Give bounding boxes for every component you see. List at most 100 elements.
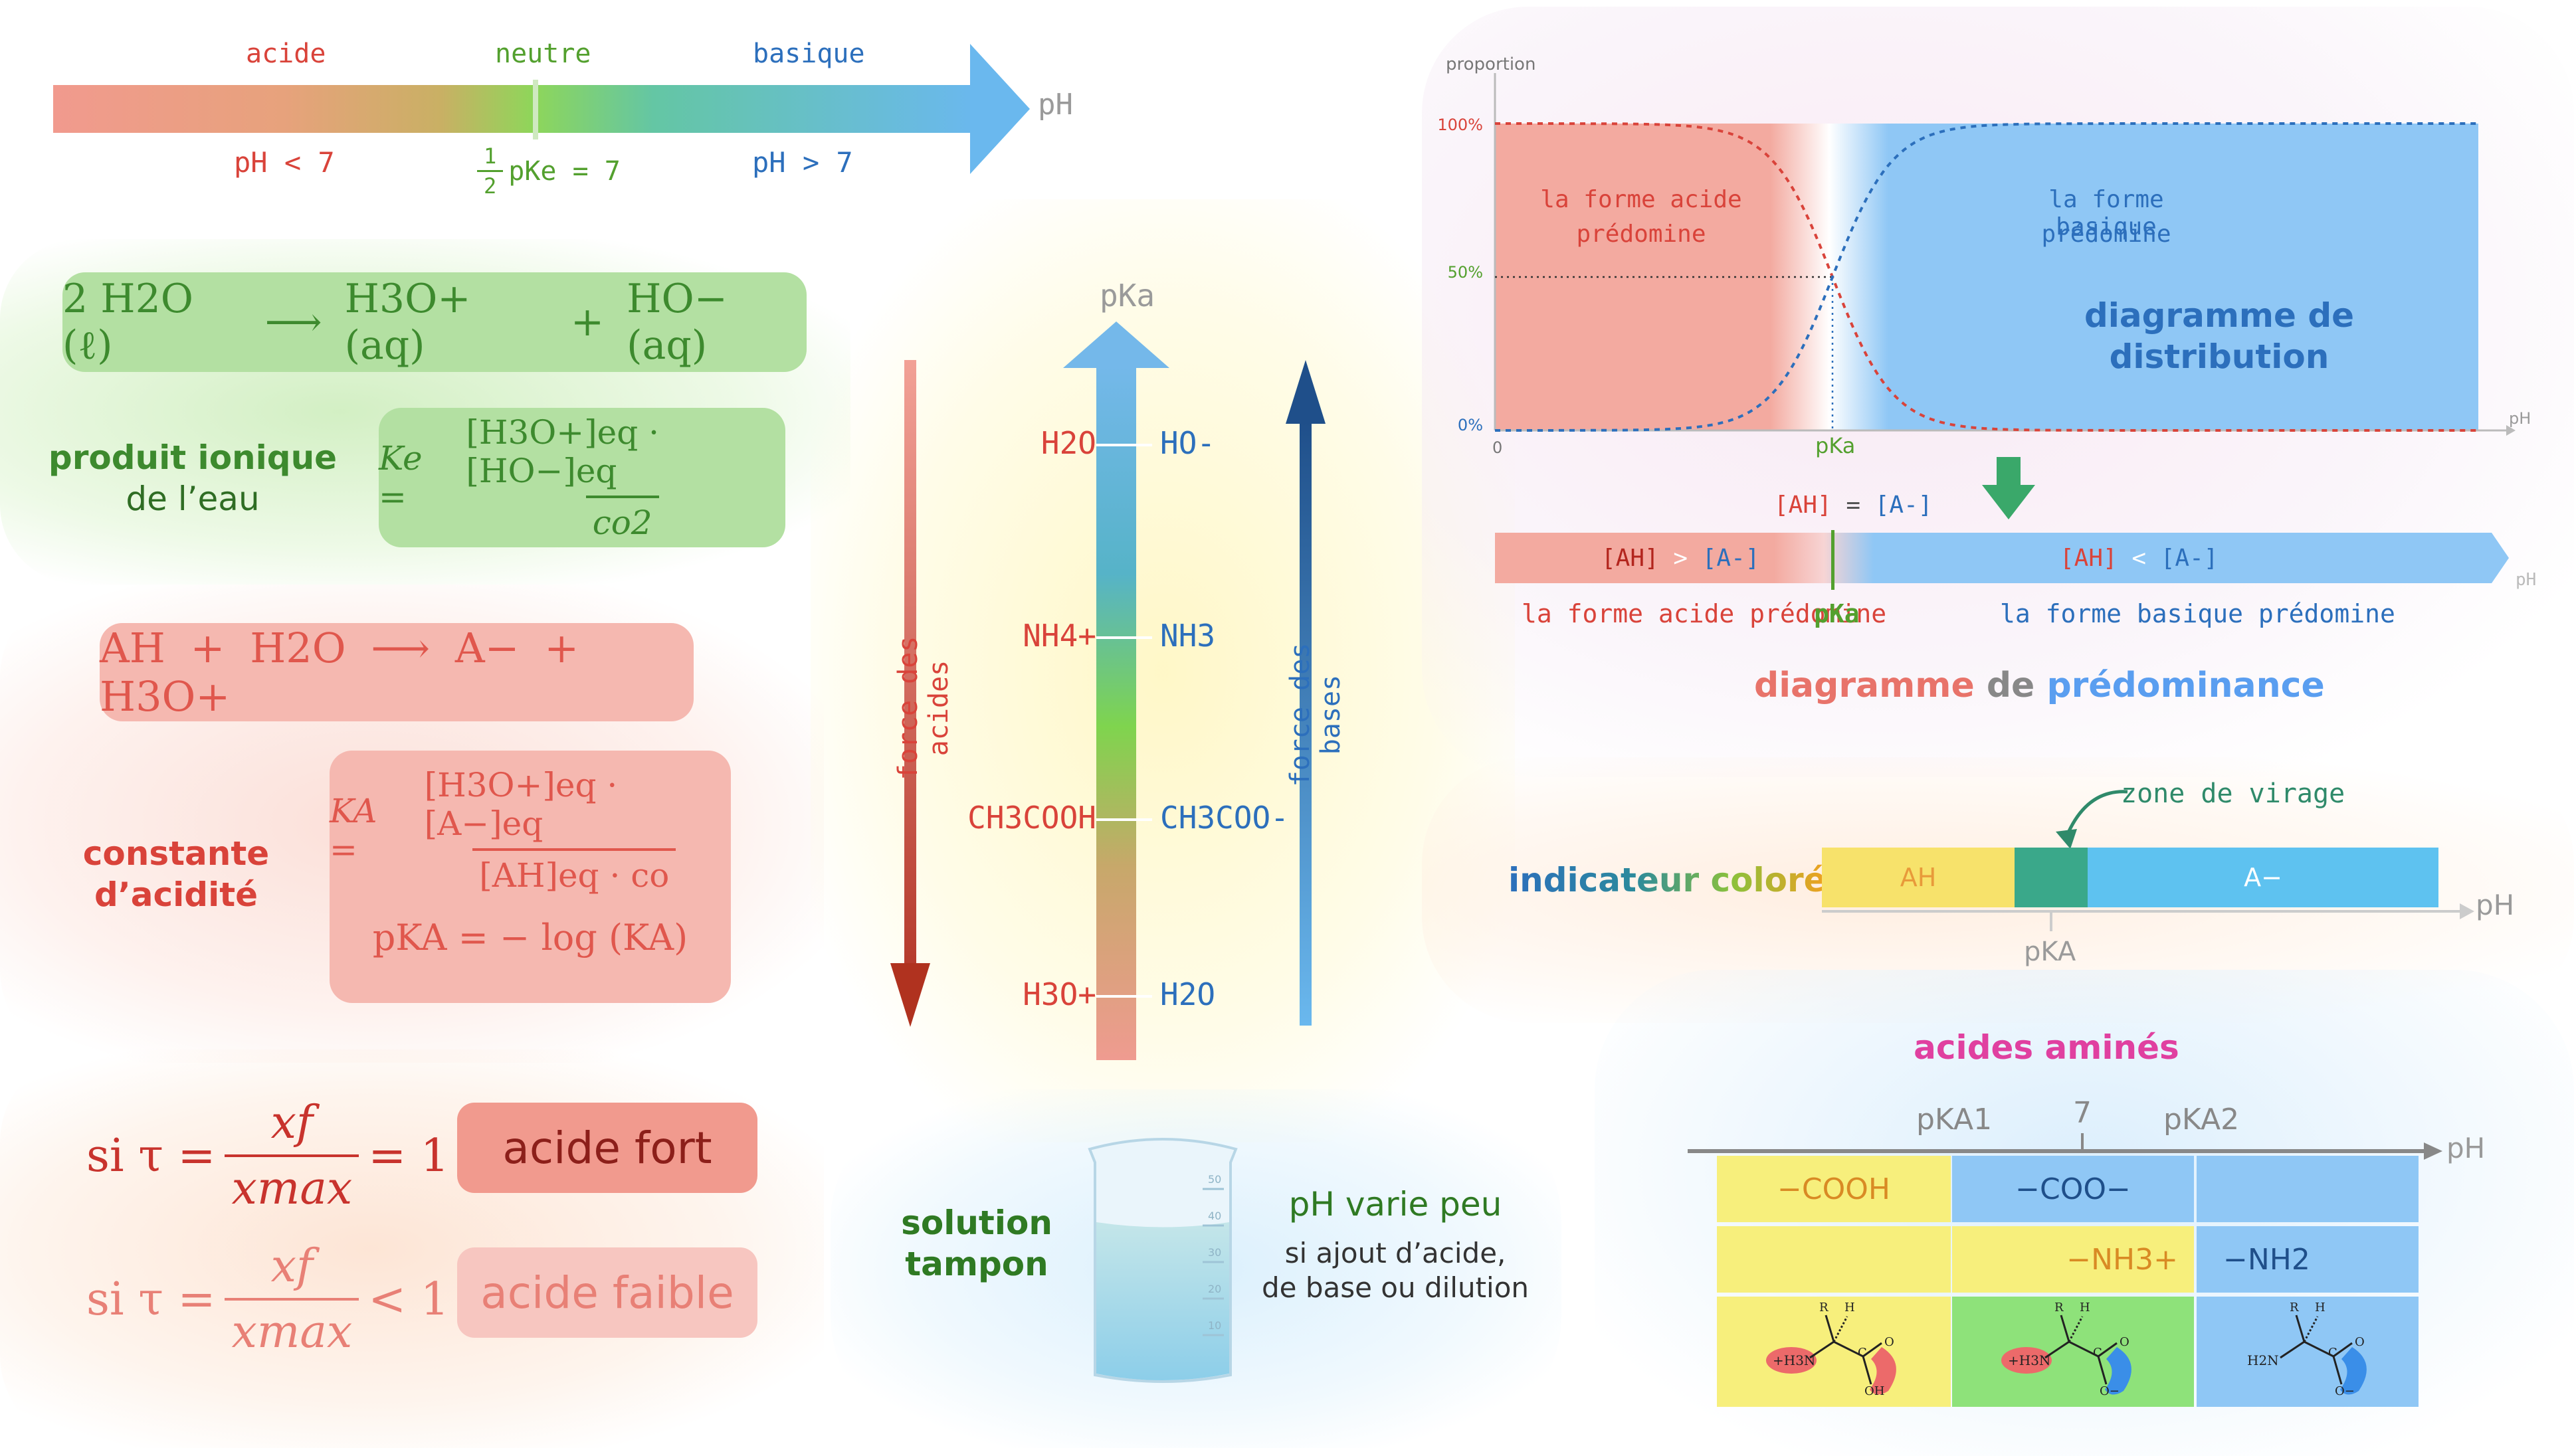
distribution-title-2: distribution xyxy=(2109,337,2329,376)
indicator-base-zone: A− xyxy=(2088,848,2438,907)
ph-axis-label: pH xyxy=(1038,88,1073,122)
water-lhs: 2 H2O (ℓ) xyxy=(62,276,193,369)
weak-acid-condition: si τ = xf xmax < 1 xyxy=(86,1233,449,1366)
anion-o: O xyxy=(2355,1335,2365,1349)
predominance-axis-label: pH xyxy=(2516,570,2537,590)
cell-nh3-1 xyxy=(1717,1226,1951,1293)
buffer-title-2: tampon xyxy=(905,1245,1048,1283)
predominance-title: diagramme de prédominance xyxy=(1754,666,2325,705)
eq-ah: [AH] xyxy=(1774,492,1832,519)
water-product-1: H3O+ (aq) xyxy=(344,276,471,369)
base-zone-text-1: la forme basique xyxy=(2048,186,2164,240)
seven-label: 7 xyxy=(2073,1096,2092,1130)
pair-tick xyxy=(1096,995,1152,998)
indicator-transition-zone xyxy=(2015,848,2088,907)
grad-10: 10 xyxy=(1208,1319,1222,1332)
grad-40: 40 xyxy=(1208,1210,1222,1222)
pka1-label: pKA1 xyxy=(1916,1103,1993,1137)
acidity-constant-title-1: constante xyxy=(82,834,270,873)
cell-molecule-cation: +H3N R H C O OH xyxy=(1717,1297,1951,1407)
equality-label: [AH] = [A-] xyxy=(1774,492,1932,519)
pair-base: HO- xyxy=(1160,425,1216,461)
xf-1: xf xyxy=(270,1097,314,1149)
cell-molecule-zwitterion: +H3N R H C O O− xyxy=(1952,1297,2194,1407)
right-inequality: [AH] < [A-] xyxy=(2060,545,2219,572)
cell-coo-2 xyxy=(2197,1156,2419,1222)
pair-acid: H2O xyxy=(1040,425,1096,461)
ka-denominator: [AH]eq · co xyxy=(472,848,676,895)
grad-30: 30 xyxy=(1208,1246,1222,1259)
tau-rhs-2: < 1 xyxy=(368,1273,450,1326)
acid-strength-arrow-head xyxy=(890,963,930,1027)
distribution-title-1: diagramme de xyxy=(2084,296,2355,335)
tau-lhs-1: si τ = xyxy=(86,1129,216,1182)
cation-n: +H3N xyxy=(1773,1352,1816,1368)
buffer-desc-main: pH varie peu xyxy=(1288,1185,1502,1224)
pka-pair: CH3COOH CH3COO- xyxy=(850,800,1382,840)
indicator-bar: AH A− xyxy=(1822,848,2438,907)
strong-acid-label: acide fort xyxy=(502,1122,712,1174)
ka-formula-box xyxy=(330,751,731,1003)
acid-zone-text-1: la forme acide xyxy=(1540,186,1742,213)
anion-h: H xyxy=(2315,1301,2326,1315)
acid-strength-arrow xyxy=(904,360,916,971)
pka-pair: H2O HO- xyxy=(850,425,1382,465)
ke-denominator: co2 xyxy=(585,496,659,542)
eq-a: [A-] xyxy=(1874,492,1933,519)
predominance-arrow-head xyxy=(2492,533,2509,583)
tau-rhs-1: = 1 xyxy=(368,1129,450,1182)
indicator-axis-label: pH xyxy=(2476,889,2515,921)
neutral-tick xyxy=(533,80,538,139)
pka-marker xyxy=(1831,530,1834,590)
zwitter-n: +H3N xyxy=(2008,1352,2051,1368)
anion-c: C xyxy=(2328,1346,2337,1360)
pka-pair: H3O+ H2O xyxy=(850,976,1382,1016)
left-inequality: [AH] > [A-] xyxy=(1601,545,1760,572)
pair-base: NH3 xyxy=(1160,618,1216,654)
acid-equation: AH + H2O ⟶ A− + H3O+ xyxy=(100,624,579,721)
indicator-axis xyxy=(1822,910,2460,913)
acid-label: acide xyxy=(246,39,326,69)
tau-lhs-2: si τ = xyxy=(86,1273,216,1326)
amino-axis xyxy=(1688,1149,2425,1153)
predominance-diagram: [AH] = [A-] [AH] > [A-] [AH] < [A-] pH l… xyxy=(1495,492,2558,717)
y-tick-100: 100% xyxy=(1437,116,1483,134)
amino-zwitterion-molecule-icon xyxy=(2001,1315,2131,1395)
xmax-2: xmax xyxy=(225,1298,359,1358)
zwitter-r: R xyxy=(2054,1301,2064,1315)
indicator-acid-zone: AH xyxy=(1822,848,2015,907)
cation-o: O xyxy=(1884,1335,1894,1349)
zone-arrow-icon xyxy=(2056,790,2128,849)
amino-diagram: pKA1 7 pKA2 pH −COOH −COO− −NH3+ −NH2 +H xyxy=(1688,1089,2551,1421)
ph-scale-arrow-head xyxy=(970,44,1030,174)
cell-molecule-anion: H2N R H C O O− xyxy=(2197,1297,2419,1407)
zone-label: zone de virage xyxy=(2121,778,2345,809)
ka-formula: KA = [H3O+]eq · [A−]eq [AH]eq · co xyxy=(330,764,731,897)
eq-sign: = xyxy=(1831,492,1875,519)
indicator-pka-label: pKA xyxy=(2024,937,2076,967)
anion-n: H2N xyxy=(2247,1352,2279,1368)
pair-acid: CH3COOH xyxy=(967,800,1096,836)
pka-axis-arrow-head xyxy=(1063,321,1169,368)
amino-anion-molecule-icon xyxy=(2280,1315,2367,1395)
water-plus: + xyxy=(570,299,605,345)
indicator-axis-head xyxy=(2460,903,2474,919)
pka-pair: NH4+ NH3 xyxy=(850,618,1382,658)
down-arrow-icon xyxy=(1982,457,2035,523)
pair-base: CH3COO- xyxy=(1160,800,1289,836)
zwitter-om: O− xyxy=(2100,1384,2120,1398)
base-strength-arrow-head xyxy=(1286,360,1326,424)
seven-tick xyxy=(2081,1133,2084,1150)
pair-tick xyxy=(1096,818,1152,821)
buffer-desc-1: si ajout d’acide, xyxy=(1284,1237,1506,1269)
water-product-2: HO− (aq) xyxy=(627,276,728,369)
predominance-pka-label: pKa xyxy=(1814,599,1860,628)
anion-r: R xyxy=(2290,1301,2299,1315)
pair-base: H2O xyxy=(1160,976,1216,1012)
indicator-pka-tick xyxy=(2050,911,2052,931)
beaker-icon: 50 40 30 20 10 xyxy=(1076,1123,1249,1388)
amino-cation-molecule-icon xyxy=(1766,1315,1896,1395)
pair-tick xyxy=(1096,636,1152,639)
